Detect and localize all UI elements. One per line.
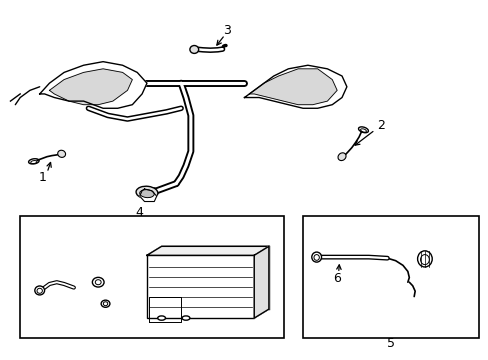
Polygon shape [147, 246, 268, 255]
Polygon shape [49, 69, 132, 105]
Ellipse shape [311, 252, 321, 262]
Bar [303, 216, 478, 338]
Ellipse shape [35, 286, 44, 295]
Text: 5: 5 [386, 337, 394, 350]
Ellipse shape [140, 190, 154, 198]
Text: 3: 3 [223, 24, 231, 37]
Polygon shape [140, 189, 157, 202]
Text: 6: 6 [332, 272, 341, 285]
Ellipse shape [58, 150, 65, 157]
Polygon shape [40, 62, 147, 108]
Text: 4: 4 [136, 206, 143, 219]
Ellipse shape [182, 316, 189, 320]
Text: 2: 2 [376, 119, 384, 132]
Ellipse shape [158, 316, 165, 320]
Ellipse shape [136, 186, 158, 199]
Ellipse shape [189, 45, 198, 53]
Text: 1: 1 [38, 171, 46, 184]
Polygon shape [249, 69, 336, 105]
Bar [147, 255, 254, 318]
Polygon shape [244, 65, 346, 108]
Ellipse shape [337, 153, 346, 161]
Bar [20, 216, 283, 338]
Ellipse shape [92, 277, 104, 287]
Ellipse shape [417, 251, 431, 267]
Ellipse shape [101, 300, 110, 307]
Polygon shape [254, 246, 268, 318]
